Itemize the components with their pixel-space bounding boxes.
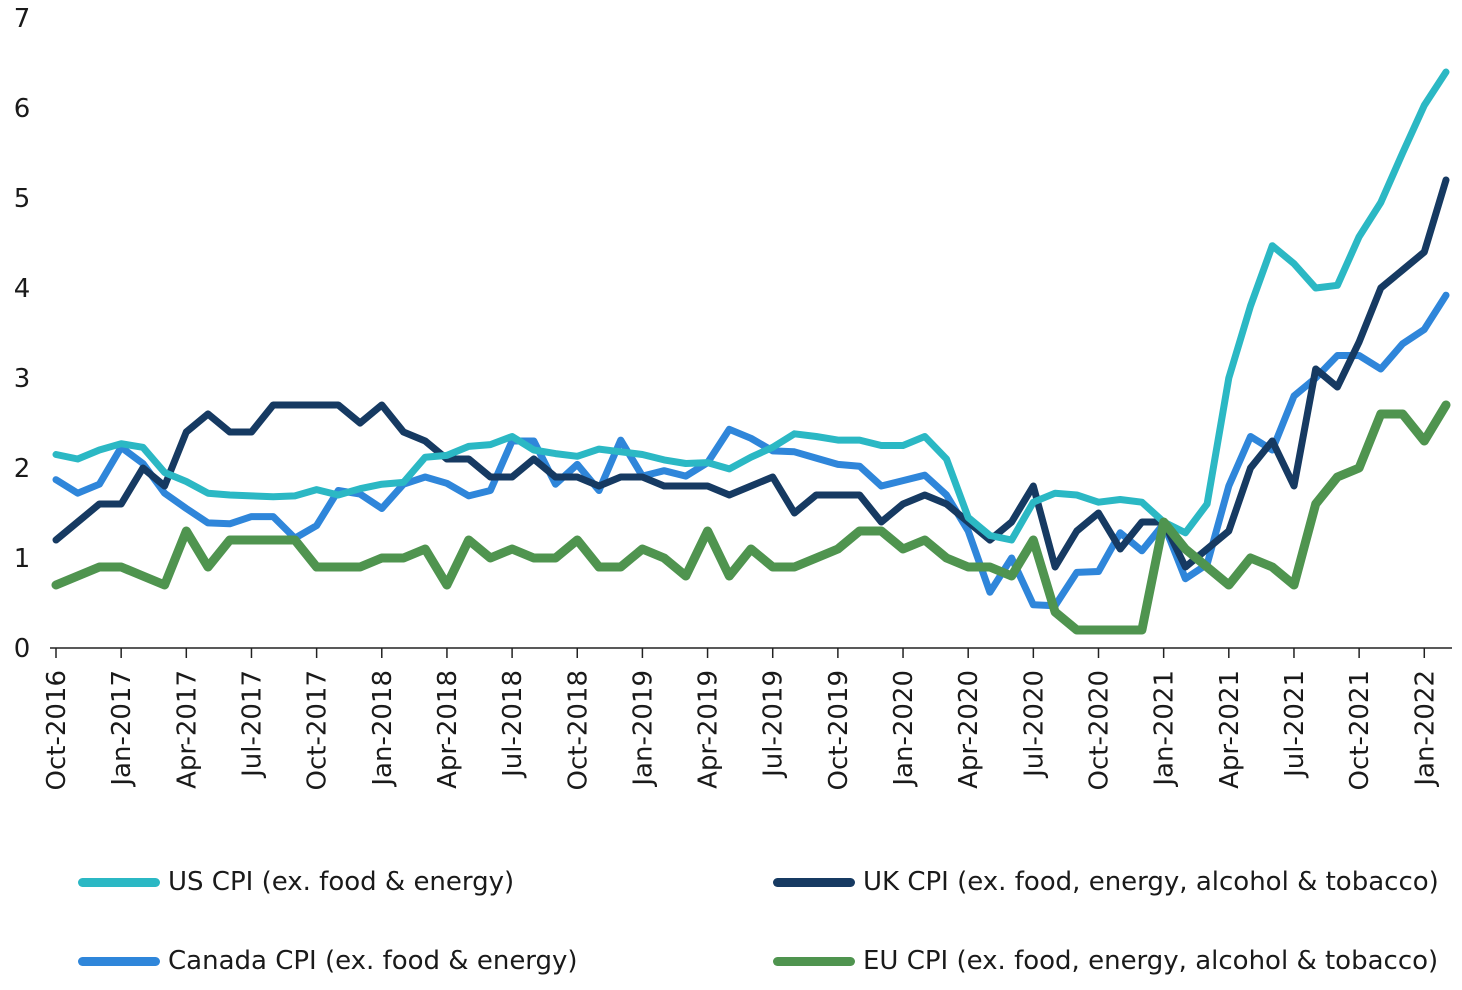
x-tick-label: Apr-2019	[694, 670, 724, 789]
legend-item-us: US CPI (ex. food & energy)	[78, 862, 514, 902]
y-tick-label: 7	[14, 4, 31, 34]
x-tick-label: Jul-2018	[498, 670, 528, 779]
x-tick-label: Jan-2019	[628, 670, 658, 788]
x-tick-label: Apr-2021	[1215, 670, 1245, 789]
series-line-uk	[52, 176, 1450, 571]
series-line-eu	[51, 400, 1451, 635]
x-tick-label: Jul-2021	[1280, 670, 1310, 779]
legend-item-uk: UK CPI (ex. food, energy, alcohol & toba…	[773, 862, 1439, 902]
x-tick-label: Oct-2020	[1085, 670, 1115, 791]
x-tick-label: Oct-2017	[303, 670, 333, 791]
x-tick-label: Oct-2016	[42, 670, 72, 791]
x-tick-label: Apr-2018	[433, 670, 463, 789]
x-tick-label: Jan-2021	[1150, 670, 1180, 788]
y-tick-label: 6	[14, 94, 31, 124]
x-axis: Oct-2016 Jan-2017 Apr-2017 Jul-2017 Oct-2017…	[42, 647, 1452, 791]
y-tick-label: 0	[14, 634, 31, 664]
series-line-us	[52, 68, 1450, 544]
x-tick-label: Jan-2020	[889, 670, 919, 788]
legend-label-us: US CPI (ex. food & energy)	[168, 867, 515, 897]
line-chart: 0 1 2 3 4 5 6 7 Oct-2016 Jan-2017 Apr-2017 Jul-201…	[14, 4, 1452, 791]
x-tick-label: Jul-2017	[237, 670, 267, 779]
y-tick-label: 1	[14, 544, 31, 574]
x-tick-label: Jul-2019	[759, 670, 789, 779]
legend-swatch-us	[78, 877, 160, 887]
x-tick-label: Apr-2020	[954, 670, 984, 789]
legend-label-uk: UK CPI (ex. food, energy, alcohol & toba…	[863, 867, 1439, 897]
legend-label-canada: Canada CPI (ex. food & energy)	[168, 946, 578, 976]
x-tick-label: Oct-2018	[563, 670, 593, 791]
y-tick-label: 2	[14, 454, 31, 484]
y-tick-label: 5	[14, 184, 31, 214]
x-tick-label: Jan-2018	[368, 670, 398, 788]
x-tick-label: Oct-2019	[824, 670, 854, 791]
y-tick-label: 4	[14, 274, 31, 304]
legend-label-eu: EU CPI (ex. food, energy, alcohol & toba…	[863, 946, 1439, 976]
legend-swatch-uk	[773, 877, 855, 887]
x-tick-label: Oct-2021	[1345, 670, 1375, 791]
legend-item-eu: EU CPI (ex. food, energy, alcohol & toba…	[773, 941, 1438, 981]
legend-swatch-eu	[773, 956, 855, 966]
y-axis: 0 1 2 3 4 5 6 7	[14, 4, 31, 664]
series-layer	[51, 68, 1451, 635]
series-line-canada	[52, 291, 1450, 610]
x-tick-label: Jan-2022	[1410, 670, 1440, 788]
x-tick-label: Apr-2017	[172, 670, 202, 789]
legend-swatch-canada	[78, 956, 160, 966]
legend: US CPI (ex. food & energy) UK CPI (ex. f…	[0, 840, 1462, 990]
y-tick-label: 3	[14, 364, 31, 394]
x-tick-label: Jan-2017	[107, 670, 137, 788]
legend-item-canada: Canada CPI (ex. food & energy)	[78, 941, 578, 981]
x-tick-label: Jul-2020	[1019, 670, 1049, 779]
